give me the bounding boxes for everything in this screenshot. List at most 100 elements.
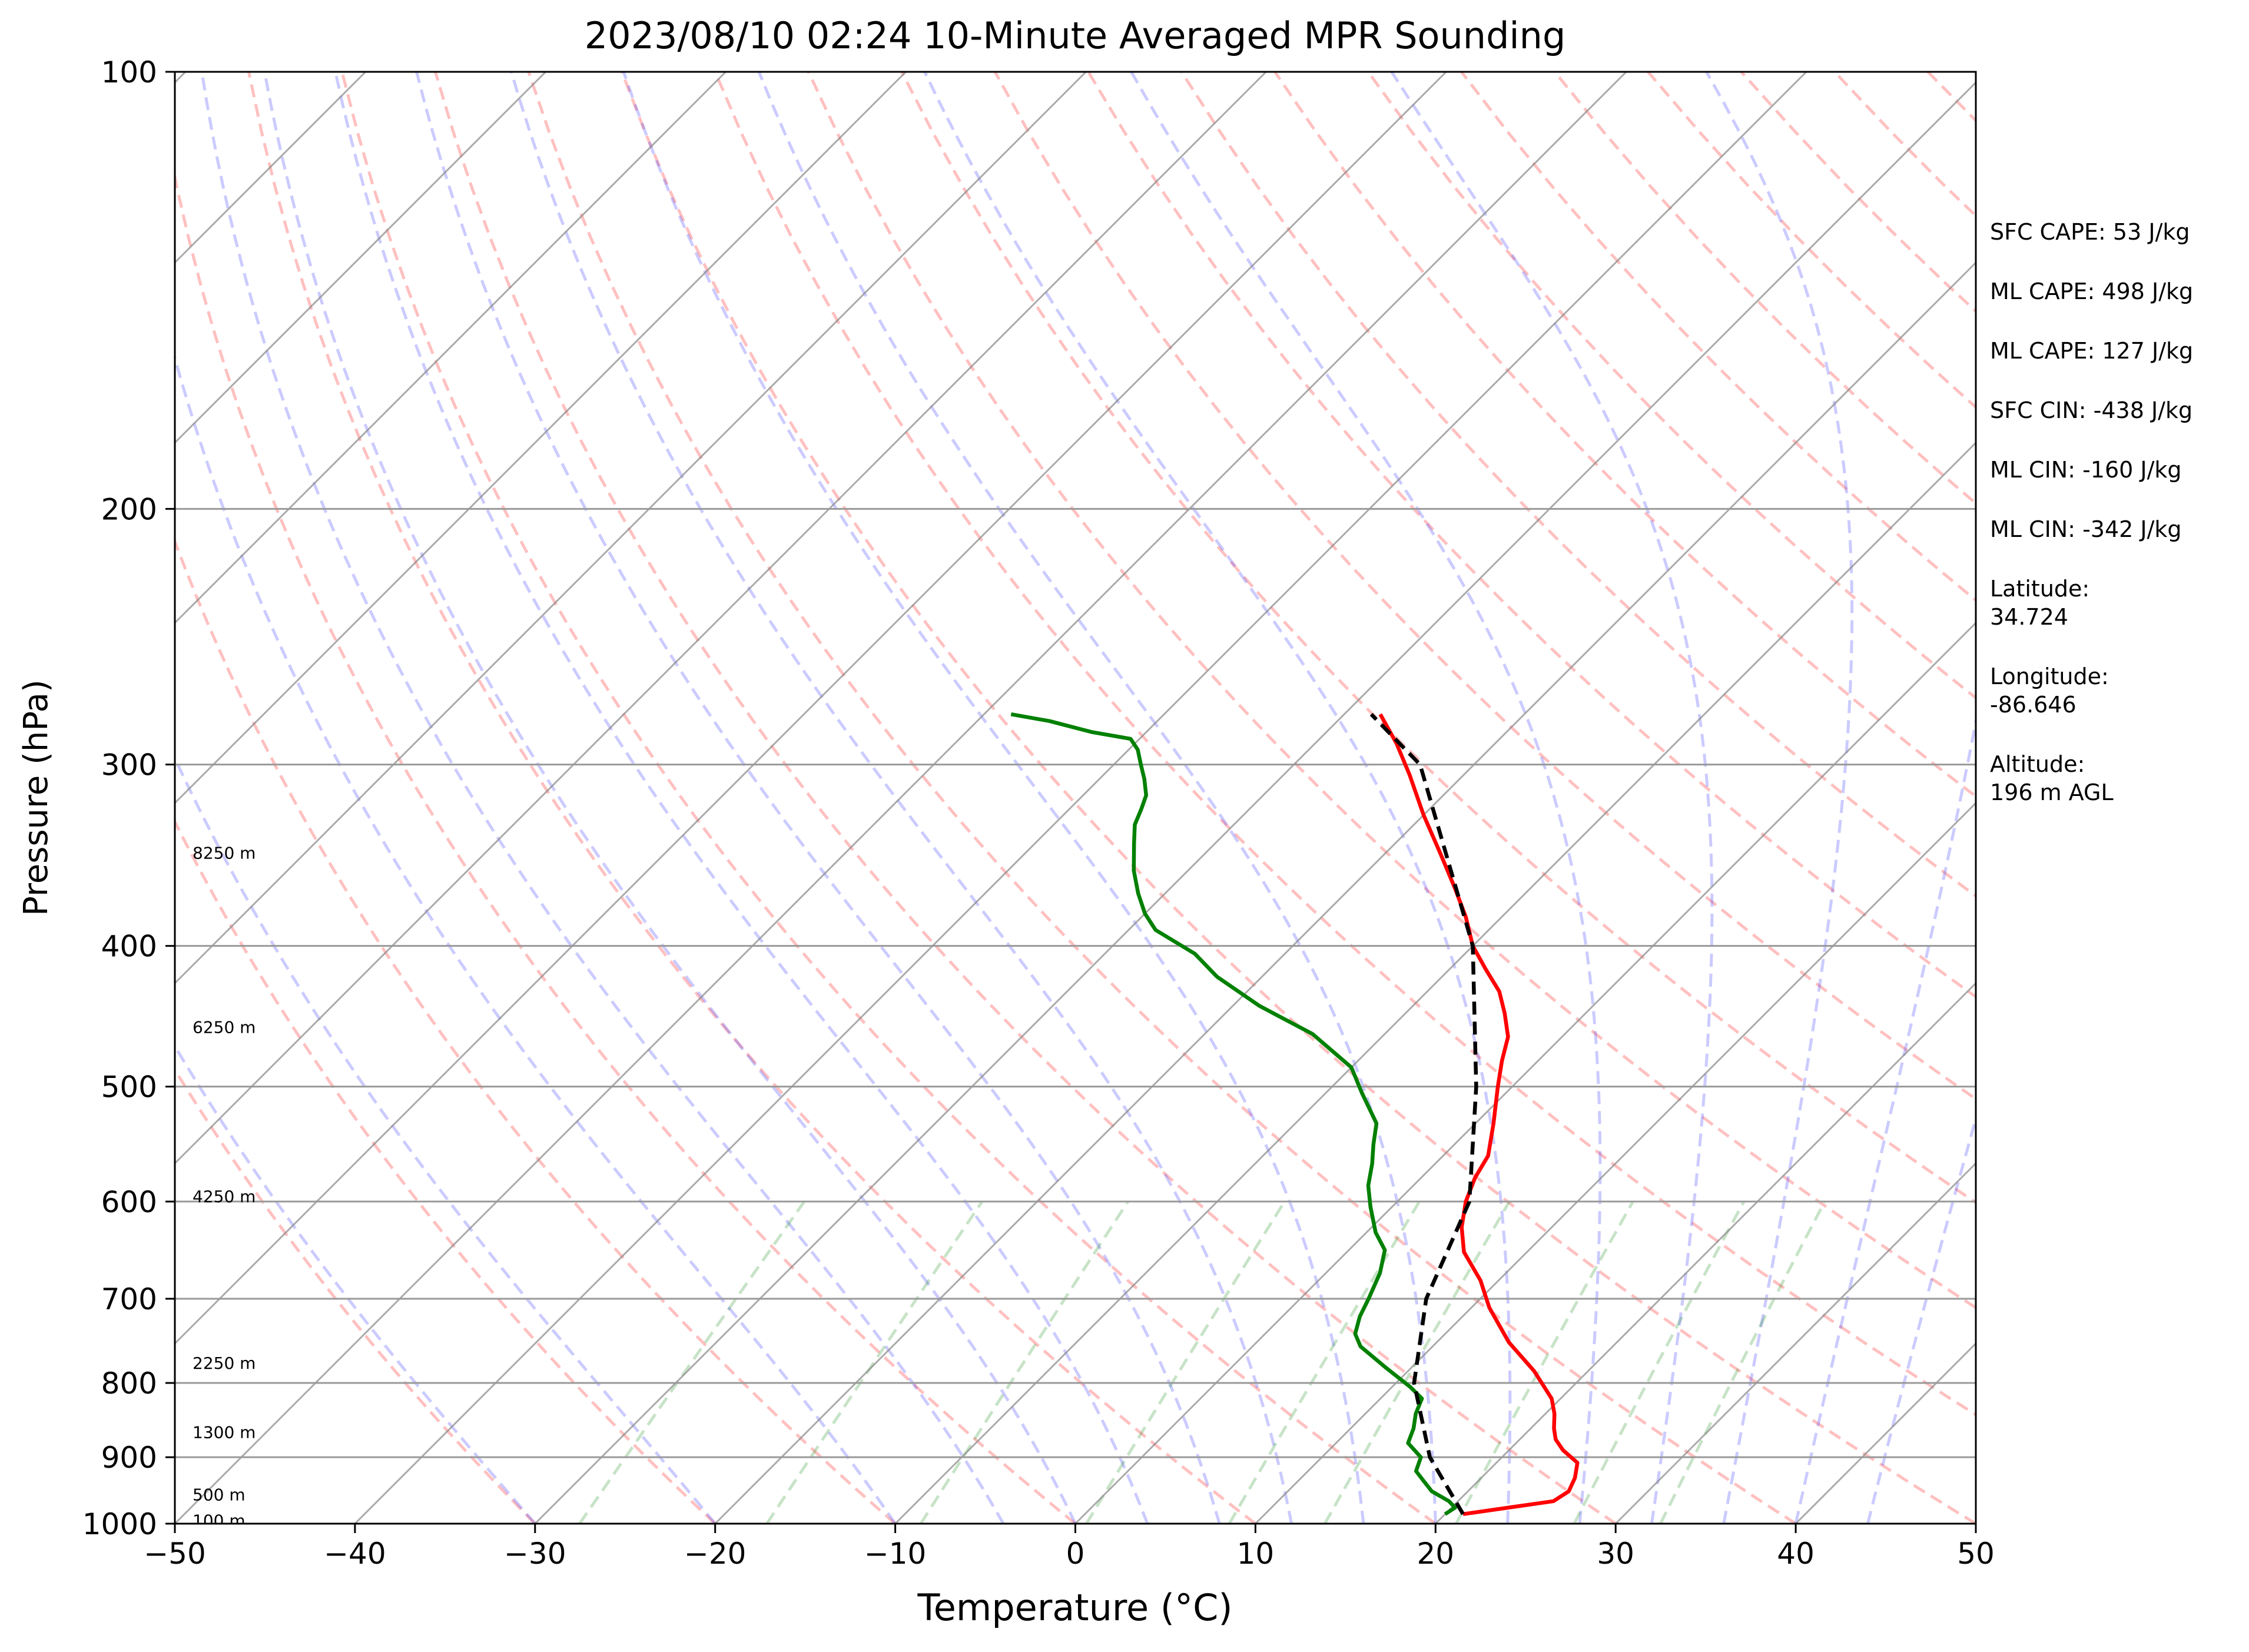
moist-adiabat-line	[175, 352, 897, 1524]
isotherm-line	[1435, 981, 1976, 1524]
y-tick-label: 100	[101, 55, 157, 89]
x-tick-label: 10	[1237, 1537, 1275, 1571]
height-label: 6250 m	[193, 1018, 256, 1037]
dry-adiabat-line	[900, 72, 1976, 1205]
isotherm-line	[1615, 1162, 1976, 1524]
x-tick-label: 20	[1417, 1537, 1454, 1571]
mixing-ratio-line	[1228, 1200, 1421, 1524]
isotherm-line	[175, 72, 727, 625]
sfc-cape-stat: SFC CAPE: 53 J/kg	[1990, 219, 2190, 245]
moist-adiabat-line	[175, 755, 717, 1524]
parcel-profile	[1369, 712, 1478, 1515]
moist-adiabat-line	[1794, 714, 1976, 1524]
ml-cape-stat: ML CAPE: 498 J/kg	[1990, 278, 2194, 304]
y-tick-label: 300	[101, 748, 157, 782]
x-axis-label: Temperature (°C)	[917, 1586, 1232, 1629]
isotherm-line	[1074, 621, 1976, 1524]
y-tick-label: 200	[101, 492, 157, 526]
moist-adiabat-line	[622, 72, 1365, 1524]
isotherm-line	[175, 72, 546, 444]
moist-adiabat-line	[263, 72, 1077, 1524]
moist-adiabat-line	[757, 72, 1437, 1524]
longitude-value: -86.646	[1990, 692, 2076, 718]
x-tick-label: −30	[504, 1537, 566, 1571]
y-tick-label: 1000	[82, 1507, 157, 1541]
height-label: 2250 m	[193, 1354, 256, 1373]
isotherm-line	[354, 72, 1807, 1524]
dry-adiabat-line	[1180, 72, 1976, 898]
dry-adiabat-line	[175, 818, 717, 1524]
x-tick-label: 40	[1777, 1537, 1815, 1571]
isotherm-line	[175, 72, 1447, 1345]
y-tick-label: 700	[101, 1282, 157, 1316]
isotherm-line	[175, 72, 1087, 985]
dry-adiabat-line	[527, 72, 1797, 1524]
moist-adiabat-line	[415, 72, 1221, 1524]
dry-adiabat-line	[807, 72, 1976, 1310]
dewpoint-profile	[1010, 712, 1457, 1516]
moist-adiabat-line	[1866, 1113, 1976, 1524]
moist-adiabat-line	[1390, 72, 1714, 1524]
isotherm-line	[175, 72, 1267, 1165]
side-panel: SFC CAPE: 53 J/kg ML CAPE: 498 J/kg ML C…	[1990, 218, 2243, 838]
isotherm-line	[894, 441, 1976, 1524]
latitude-block: Latitude: 34.724	[1990, 575, 2243, 631]
longitude-block: Longitude: -86.646	[1990, 662, 2243, 719]
y-tick-label: 400	[101, 930, 157, 964]
x-tick-label: −40	[324, 1537, 386, 1571]
moist-adiabat-line	[1705, 72, 1854, 1524]
dry-adiabat-line	[175, 1067, 536, 1524]
isotherm-line	[0, 72, 5, 1524]
dry-adiabat-line	[175, 537, 897, 1524]
moist-adiabat-line	[923, 72, 1512, 1524]
isotherm-line	[1255, 801, 1976, 1524]
y-tick-label: 800	[101, 1366, 157, 1401]
dry-adiabat-line	[714, 72, 1976, 1417]
moist-adiabat-line	[1130, 72, 1602, 1524]
height-label: 500 m	[193, 1485, 246, 1505]
height-label: 8250 m	[193, 843, 256, 863]
dry-adiabat-line	[1087, 72, 1976, 999]
altitude-block: Altitude: 196 m AGL	[1990, 750, 2243, 807]
moist-adiabat-line	[175, 1043, 536, 1524]
dry-adiabat-line	[993, 72, 1976, 1101]
height-label: 1300 m	[193, 1423, 256, 1442]
longitude-label: Longitude:	[1990, 664, 2109, 689]
ml-cin-stat: ML CIN: -160 J/kg	[1990, 457, 2182, 483]
y-axis-label: Pressure (hPa)	[17, 679, 55, 916]
latitude-label: Latitude:	[1990, 576, 2090, 602]
x-tick-label: −10	[864, 1537, 927, 1571]
isotherm-line	[714, 261, 1976, 1524]
dry-adiabat-line	[340, 72, 1437, 1524]
mixing-ratio-line	[578, 1200, 806, 1524]
dry-adiabat-line	[620, 72, 1976, 1524]
latitude-value: 34.724	[1990, 604, 2068, 630]
mixing-ratio-line	[919, 1200, 1129, 1524]
dry-adiabat-line	[1366, 72, 1976, 700]
x-tick-label: 30	[1597, 1537, 1634, 1571]
x-tick-label: 50	[1957, 1537, 1995, 1571]
dry-adiabat-line	[247, 72, 1256, 1524]
temperature-profile	[1378, 713, 1580, 1517]
x-tick-label: −50	[144, 1537, 206, 1571]
moist-adiabat-line	[334, 72, 1149, 1524]
isotherm-line	[534, 81, 1976, 1524]
plot-frame	[174, 71, 1977, 1525]
mixing-ratio-line	[765, 1200, 984, 1524]
moist-adiabat-line	[200, 72, 1005, 1524]
isotherm-line	[175, 72, 907, 805]
ml-cape-stat-2: ML CAPE: 127 J/kg	[1990, 338, 2194, 364]
sfc-cin-stat: SFC CIN: -438 J/kg	[1990, 397, 2193, 423]
dry-adiabat-line	[434, 72, 1617, 1524]
y-tick-label: 600	[101, 1185, 157, 1219]
x-tick-label: −20	[684, 1537, 747, 1571]
y-tick-label: 900	[101, 1441, 157, 1475]
dry-adiabat-line	[175, 170, 1077, 1524]
height-label: 100 m	[193, 1511, 246, 1531]
mixing-ratio-line	[1573, 1200, 1746, 1524]
ml-cin-stat-2: ML CIN: -342 J/kg	[1990, 516, 2182, 542]
mixing-ratio-line	[1659, 1200, 1826, 1524]
isotherm-line	[175, 72, 1627, 1524]
mixing-ratio-line	[1085, 1200, 1286, 1524]
